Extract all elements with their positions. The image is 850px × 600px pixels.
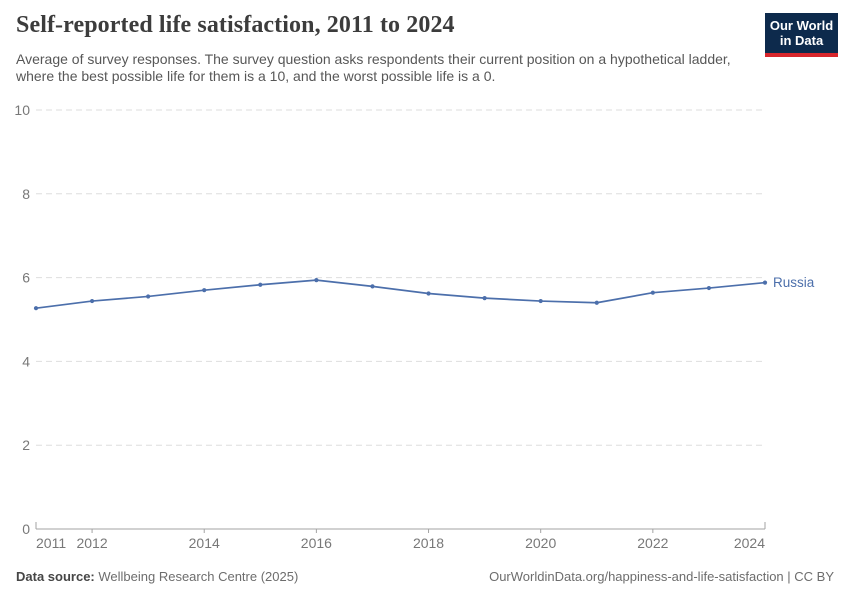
page-title: Self-reported life satisfaction, 2011 to… — [16, 12, 455, 38]
x-axis-tick-label: 2012 — [76, 535, 107, 551]
owid-logo-line2: in Data — [779, 33, 824, 48]
y-axis-tick-label: 4 — [22, 353, 30, 369]
data-point — [538, 298, 543, 304]
x-axis-tick-label: 2018 — [413, 535, 444, 551]
data-point — [258, 282, 263, 287]
x-axis-tick-label: 2011 — [36, 535, 66, 551]
data-point — [482, 296, 487, 301]
data-point — [426, 291, 431, 296]
data-source-text: Wellbeing Research Centre (2025) — [94, 569, 299, 584]
y-axis-tick-label: 2 — [22, 437, 30, 453]
y-axis-tick-label: 0 — [22, 521, 30, 537]
data-point — [146, 294, 151, 299]
owid-logo-line1: Our World — [769, 18, 834, 33]
data-point — [594, 300, 599, 305]
data-point — [202, 288, 207, 293]
owid-logo: Our World in Data — [765, 13, 838, 57]
data-point — [370, 284, 375, 289]
data-source-label: Data source: — [16, 569, 95, 584]
entity-label: Russia — [773, 275, 815, 290]
data-source: Data source: Wellbeing Research Centre (… — [16, 569, 298, 584]
y-axis-tick-label: 8 — [22, 186, 30, 202]
y-axis-tick-label: 10 — [14, 102, 30, 118]
y-axis-tick-label: 6 — [22, 270, 30, 286]
data-point — [33, 306, 39, 311]
data-line — [35, 279, 766, 310]
x-axis-tick-label: 2016 — [301, 535, 332, 551]
x-axis-tick-label: 2020 — [525, 535, 556, 551]
chart-subtitle: Average of survey responses. The survey … — [16, 51, 731, 84]
citation: OurWorldinData.org/happiness-and-life-sa… — [489, 569, 834, 584]
data-point — [706, 285, 712, 291]
x-axis-tick-label: 2024 — [734, 535, 765, 551]
x-axis-tick-label: 2022 — [637, 535, 668, 551]
data-point — [89, 298, 95, 304]
data-point — [762, 280, 768, 285]
data-point — [314, 278, 319, 283]
data-point — [650, 290, 655, 295]
x-axis-tick-label: 2014 — [189, 535, 220, 551]
chart-footer: Data source: Wellbeing Research Centre (… — [16, 569, 834, 584]
